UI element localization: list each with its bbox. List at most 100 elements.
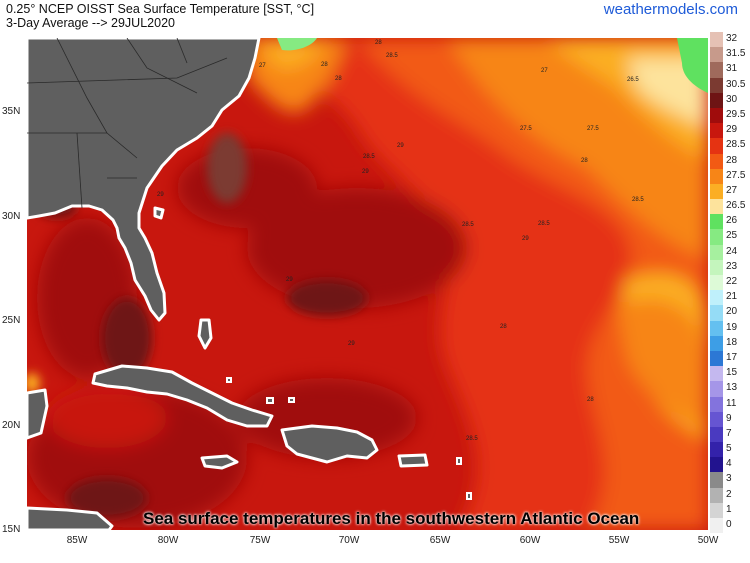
- legend-label: 23: [726, 260, 738, 272]
- legend-label: 18: [726, 336, 738, 348]
- legend-row: 11: [710, 396, 750, 412]
- lat-label: 15N: [2, 524, 21, 535]
- legend-label: 27: [726, 184, 738, 196]
- legend-label: 26: [726, 215, 738, 227]
- legend-swatch: [710, 335, 723, 351]
- lon-label: 55W: [608, 535, 630, 546]
- legend-label: 2: [726, 488, 732, 500]
- legend-row: 21: [710, 290, 750, 306]
- legend-swatch: [710, 502, 723, 518]
- legend-row: 0: [710, 518, 750, 534]
- legend-label: 27.5: [726, 169, 746, 181]
- legend-swatch: [710, 396, 723, 412]
- legend-row: 1: [710, 502, 750, 518]
- contour-label: 28: [500, 324, 507, 330]
- legend-row: 2: [710, 487, 750, 503]
- lat-label: 35N: [2, 106, 21, 117]
- legend-label: 19: [726, 321, 738, 333]
- legend-swatch: [710, 138, 723, 154]
- legend-swatch: [710, 275, 723, 291]
- legend-label: 13: [726, 382, 738, 394]
- legend-row: 3: [710, 472, 750, 488]
- legend-swatch: [710, 259, 723, 275]
- legend-label: 31.5: [726, 48, 746, 60]
- contour-label: 29: [348, 341, 355, 347]
- legend-row: 28: [710, 153, 750, 169]
- legend-row: 31.5: [710, 47, 750, 63]
- legend-swatch: [710, 366, 723, 382]
- legend-swatch: [710, 229, 723, 245]
- legend-label: 24: [726, 245, 738, 257]
- legend-swatch: [710, 518, 723, 534]
- legend-swatch: [710, 168, 723, 184]
- legend-row: 20: [710, 305, 750, 321]
- legend-label: 21: [726, 291, 738, 303]
- legend-row: 13: [710, 381, 750, 397]
- legend-swatch: [710, 457, 723, 473]
- map-subtitle: 3-Day Average --> 29JUL2020: [6, 16, 175, 30]
- lon-label: 50W: [697, 535, 719, 546]
- legend-swatch: [710, 153, 723, 169]
- legend-row: 22: [710, 275, 750, 291]
- cool-patch-ne: [677, 38, 708, 93]
- contour-label: 27: [259, 63, 266, 69]
- legend-swatch: [710, 381, 723, 397]
- legend-label: 26.5: [726, 200, 746, 212]
- legend-label: 5: [726, 443, 732, 455]
- legend-row: 30.5: [710, 77, 750, 93]
- legend-swatch: [710, 183, 723, 200]
- lon-label: 80W: [157, 535, 179, 546]
- legend-label: 32: [726, 33, 738, 44]
- legend-row: 27.5: [710, 168, 750, 184]
- color-legend: 32 31.5 31 30.5 30 29.5 29 28.5 28 27.5 27 26.5 26 25…: [710, 32, 750, 534]
- legend-row: 29.5: [710, 107, 750, 124]
- legend-label: 28.5: [726, 139, 746, 151]
- legend-swatch: [710, 77, 723, 93]
- lat-label: 20N: [2, 420, 21, 431]
- legend-swatch: [710, 320, 723, 336]
- legend-swatch: [710, 107, 723, 124]
- legend-label: 30: [726, 93, 738, 105]
- legend-label: 15: [726, 367, 738, 379]
- legend-row: 24: [710, 244, 750, 260]
- legend-row: 32: [710, 32, 750, 48]
- contour-label: 28: [587, 397, 594, 403]
- legend-swatch: [710, 442, 723, 458]
- lon-label: 65W: [429, 535, 451, 546]
- legend-swatch: [710, 244, 723, 260]
- map-caption: Sea surface temperatures in the southwes…: [143, 509, 640, 528]
- legend-label: 9: [726, 412, 732, 424]
- legend-swatch: [710, 47, 723, 63]
- legend-label: 31: [726, 63, 738, 75]
- legend-label: 29: [726, 124, 738, 136]
- legend-swatch: [710, 199, 723, 215]
- legend-row: 30: [710, 92, 750, 108]
- sst-map: [27, 38, 708, 530]
- legend-label: 25: [726, 230, 738, 242]
- lon-label: 75W: [249, 535, 271, 546]
- legend-row: 17: [710, 350, 750, 367]
- legend-swatch: [710, 32, 723, 48]
- legend-swatch: [710, 290, 723, 306]
- contour-label: 28.5: [462, 222, 474, 228]
- state-borders: [27, 38, 228, 209]
- legend-row: 26.5: [710, 199, 750, 215]
- legend-row: 15: [710, 366, 750, 382]
- legend-swatch: [710, 123, 723, 139]
- legend-label: 0: [726, 519, 732, 530]
- contour-label: 28.5: [632, 197, 644, 203]
- contour-label: 29: [157, 192, 164, 198]
- sst-fields: [27, 38, 708, 530]
- contour-label: 27.5: [520, 126, 532, 132]
- contour-label: 28: [375, 40, 382, 46]
- small-islands: [226, 377, 472, 500]
- legend-row: 19: [710, 320, 750, 336]
- legend-row: 25: [710, 229, 750, 245]
- lat-label: 25N: [2, 315, 21, 326]
- legend-row: 28.5: [710, 138, 750, 154]
- lat-label: 30N: [2, 211, 21, 222]
- brand-link[interactable]: weathermodels.com: [603, 1, 738, 18]
- legend-swatch: [710, 426, 723, 443]
- legend-swatch: [710, 411, 723, 427]
- legend-row: 23: [710, 259, 750, 275]
